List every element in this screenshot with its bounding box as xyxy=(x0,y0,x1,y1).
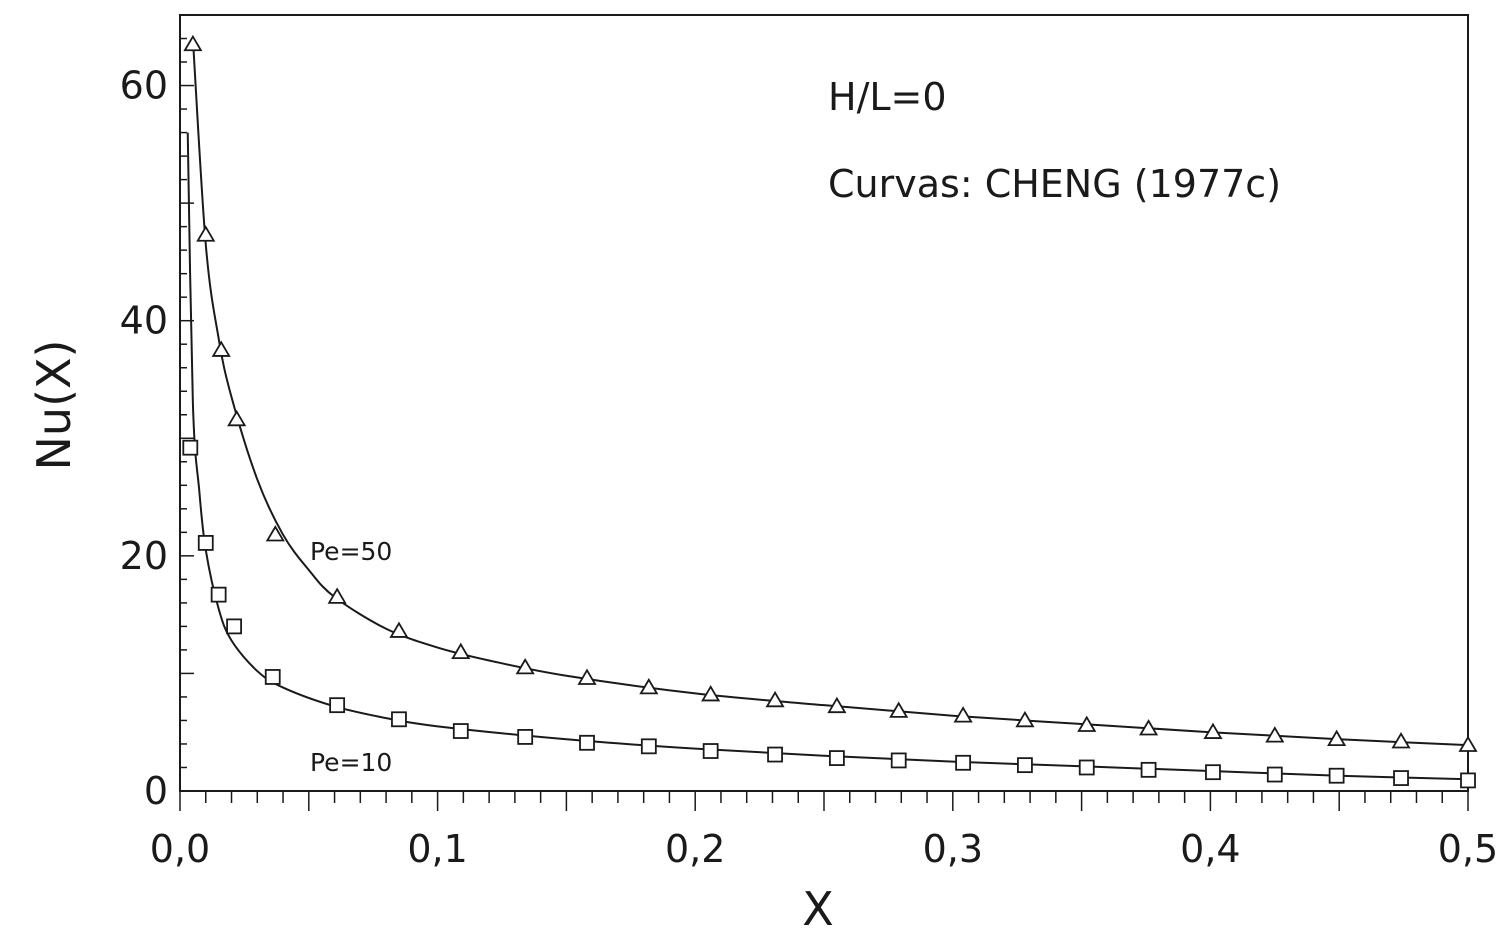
triangle-marker xyxy=(327,587,347,604)
triangle-marker xyxy=(515,657,535,675)
x-tick-label: 0,3 xyxy=(923,827,983,871)
square-marker xyxy=(1078,759,1095,776)
square-marker xyxy=(1140,761,1157,778)
square-marker xyxy=(1205,764,1221,781)
triangle-marker xyxy=(265,525,285,542)
triangle-marker xyxy=(765,690,785,708)
triangle-marker xyxy=(889,701,909,718)
curve-pe10 xyxy=(186,132,1469,781)
x-tick-label: 0,1 xyxy=(407,827,467,871)
square-marker xyxy=(1328,767,1345,784)
data-markers xyxy=(182,34,1478,789)
triangle-marker xyxy=(1265,726,1285,743)
square-marker xyxy=(640,738,657,755)
triangle-marker xyxy=(577,668,597,685)
x-tick-label: 0,4 xyxy=(1180,827,1240,871)
square-marker xyxy=(210,586,227,603)
triangle-marker xyxy=(389,621,409,638)
square-marker xyxy=(1393,770,1409,786)
y-axis-tick-labels: 0 20 40 60 xyxy=(120,64,168,813)
y-tick-label: 40 xyxy=(120,299,168,343)
x-tick-label: 0,0 xyxy=(150,827,210,871)
triangle-marker xyxy=(1077,715,1097,732)
square-marker xyxy=(579,734,595,751)
triangle-marker xyxy=(1327,729,1347,747)
square-marker xyxy=(1017,757,1033,774)
triangle-marker xyxy=(639,677,659,695)
triangle-marker xyxy=(1203,722,1223,739)
triangle-marker xyxy=(1139,719,1159,736)
annotation-aspect-ratio: H/L=0 xyxy=(828,75,947,119)
square-marker xyxy=(182,439,199,456)
series-label-pe10: Pe=10 xyxy=(310,748,392,777)
square-marker xyxy=(1460,772,1476,789)
square-marker xyxy=(391,711,407,728)
square-marker xyxy=(329,697,346,714)
triangle-marker xyxy=(227,409,247,427)
x-axis-title: X xyxy=(802,882,834,932)
square-marker xyxy=(1266,766,1283,783)
triangle-marker xyxy=(827,696,847,714)
square-marker xyxy=(828,750,845,766)
triangle-marker xyxy=(953,706,973,723)
triangle-marker xyxy=(211,340,231,357)
curve-pe50 xyxy=(191,38,1469,747)
square-marker xyxy=(452,723,469,739)
triangle-marker xyxy=(196,225,216,242)
x-tick-label: 0,2 xyxy=(665,827,725,871)
square-marker xyxy=(767,746,783,763)
triangle-marker xyxy=(451,642,471,660)
triangle-marker xyxy=(701,685,721,702)
y-tick-label: 0 xyxy=(144,769,168,813)
triangle-marker xyxy=(183,34,203,52)
square-marker xyxy=(197,535,214,551)
square-marker xyxy=(517,729,534,745)
fitted-curves xyxy=(186,38,1469,781)
y-tick-label: 60 xyxy=(120,64,168,108)
square-marker xyxy=(955,754,972,771)
plot-frame xyxy=(179,14,1469,792)
square-marker xyxy=(226,618,242,635)
x-axis-tick-labels: 0,0 0,1 0,2 0,3 0,4 0,5 xyxy=(150,827,1496,871)
annotation-curve-source: Curvas: CHENG (1977c) xyxy=(828,162,1281,206)
y-tick-label: 20 xyxy=(120,534,168,578)
y-axis-ticks xyxy=(180,37,194,792)
x-axis-ticks xyxy=(179,791,1469,811)
triangle-marker xyxy=(1391,732,1411,749)
square-marker xyxy=(264,669,281,685)
triangle-marker xyxy=(1458,735,1478,752)
series-label-pe50: Pe=50 xyxy=(310,537,392,566)
square-marker xyxy=(890,752,907,769)
triangle-marker xyxy=(1015,710,1035,728)
x-tick-label: 0,5 xyxy=(1438,827,1496,871)
y-axis-title: Nu(X) xyxy=(27,340,81,471)
square-marker xyxy=(702,743,719,759)
